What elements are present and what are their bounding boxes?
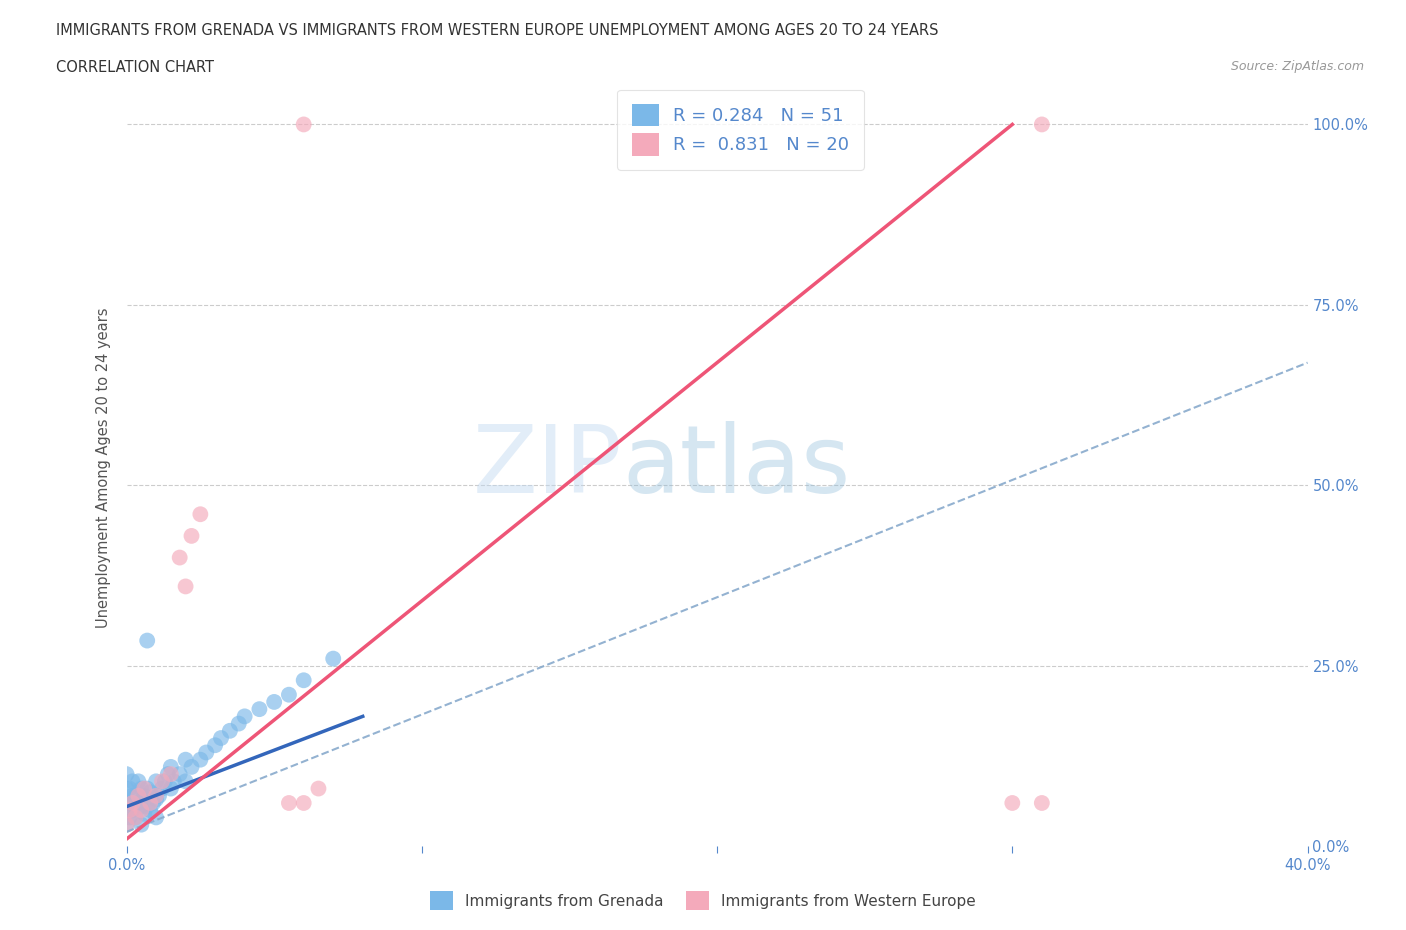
Point [127, 795, 149, 810]
Point [121, 803, 143, 817]
Point [263, 695, 285, 710]
Point [118, 810, 141, 825]
Point [150, 781, 173, 796]
Point [134, 781, 156, 796]
Point [278, 687, 301, 702]
Point [127, 774, 149, 789]
Point [278, 795, 301, 810]
Point [174, 774, 197, 789]
Point [134, 806, 156, 821]
Point [136, 781, 159, 796]
Point [129, 781, 153, 796]
Point [292, 795, 315, 810]
Point [150, 774, 173, 789]
Point [142, 795, 165, 810]
Point [169, 766, 191, 781]
Point [127, 789, 149, 804]
Point [145, 774, 167, 789]
Point [174, 579, 197, 594]
Point [134, 789, 156, 804]
Point [163, 774, 186, 789]
Point [118, 795, 141, 810]
Point [115, 803, 138, 817]
Point [124, 810, 146, 825]
Point [247, 702, 270, 717]
Point [139, 785, 162, 800]
Point [129, 817, 153, 832]
Point [115, 766, 138, 781]
Point [129, 803, 153, 817]
Legend: Immigrants from Grenada, Immigrants from Western Europe: Immigrants from Grenada, Immigrants from… [422, 884, 984, 918]
Text: Source: ZipAtlas.com: Source: ZipAtlas.com [1230, 60, 1364, 73]
Point [204, 737, 226, 752]
Point [136, 799, 159, 814]
Point [219, 724, 242, 738]
Point [188, 752, 211, 767]
Point [124, 789, 146, 804]
Point [174, 752, 197, 767]
Point [209, 731, 232, 746]
Point [1001, 795, 1024, 810]
Point [153, 774, 176, 789]
Point [195, 745, 218, 760]
Point [159, 781, 183, 796]
Point [124, 810, 146, 825]
Point [121, 795, 143, 810]
Point [129, 799, 153, 814]
Text: CORRELATION CHART: CORRELATION CHART [56, 60, 214, 75]
Text: IMMIGRANTS FROM GRENADA VS IMMIGRANTS FROM WESTERN EUROPE UNEMPLOYMENT AMONG AGE: IMMIGRANTS FROM GRENADA VS IMMIGRANTS FR… [56, 23, 939, 38]
Point [292, 117, 315, 132]
Point [145, 789, 167, 804]
Point [145, 792, 167, 807]
Point [233, 709, 256, 724]
Text: ZIP: ZIP [472, 421, 623, 513]
Point [121, 774, 143, 789]
Point [115, 817, 138, 832]
Point [188, 507, 211, 522]
Point [307, 781, 329, 796]
Text: atlas: atlas [623, 421, 851, 513]
Point [121, 789, 143, 804]
Point [322, 651, 344, 666]
Point [115, 781, 138, 796]
Point [145, 810, 167, 825]
Point [115, 817, 138, 832]
Point [169, 551, 191, 565]
Point [159, 766, 183, 781]
Point [228, 716, 250, 731]
Point [180, 760, 202, 775]
Point [1031, 117, 1053, 132]
Point [292, 672, 315, 687]
Point [180, 528, 202, 543]
Point [136, 633, 159, 648]
Point [118, 803, 141, 817]
Point [148, 789, 170, 804]
Legend: R = 0.284   N = 51, R =  0.831   N = 20: R = 0.284 N = 51, R = 0.831 N = 20 [617, 90, 863, 170]
Point [139, 803, 162, 817]
Point [159, 760, 183, 775]
Point [139, 795, 162, 810]
Point [118, 781, 141, 796]
Point [115, 795, 138, 810]
Y-axis label: Unemployment Among Ages 20 to 24 years: Unemployment Among Ages 20 to 24 years [96, 307, 111, 628]
Point [156, 766, 179, 781]
Point [1031, 795, 1053, 810]
